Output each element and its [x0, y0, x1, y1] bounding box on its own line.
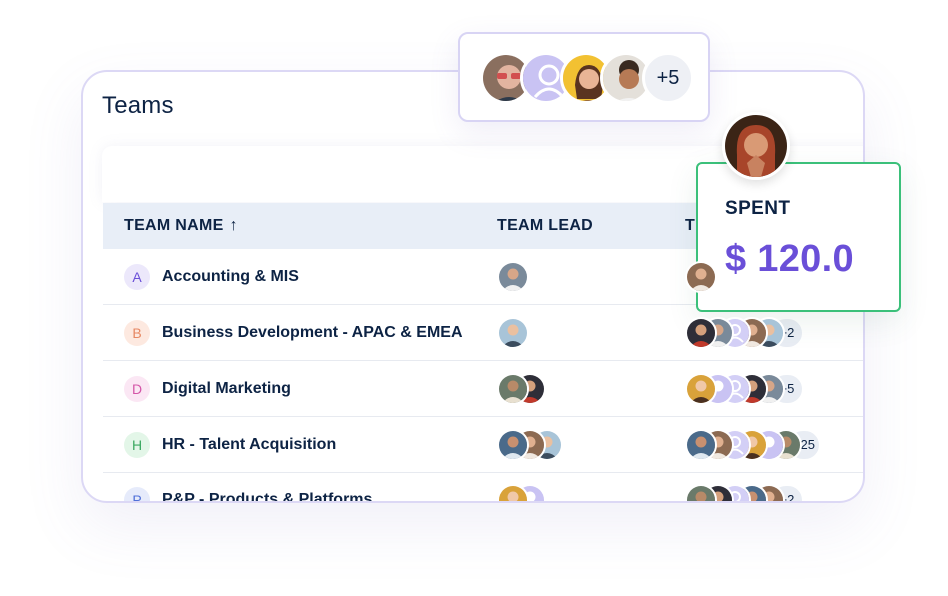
- spender-avatar: [722, 112, 790, 180]
- member-avatar[interactable]: [600, 52, 652, 104]
- members-avatar-popup: +5: [458, 32, 710, 122]
- team-initial-badge: H: [124, 432, 150, 458]
- team-member-avatar[interactable]: [685, 261, 717, 293]
- team-lead-avatar[interactable]: [497, 317, 529, 349]
- team-lead-avatar[interactable]: [497, 429, 529, 461]
- team-lead-avatar[interactable]: [497, 261, 529, 293]
- team-member-avatar[interactable]: [685, 317, 717, 349]
- team-member-avatar[interactable]: [685, 484, 717, 501]
- page-title: Teams: [102, 92, 174, 119]
- spent-value: $ 120.0: [725, 238, 854, 280]
- team-name[interactable]: Accounting & MIS: [162, 268, 299, 285]
- team-name[interactable]: P&P - Products & Platforms: [162, 491, 373, 503]
- spent-label: SPENT: [725, 198, 791, 219]
- team-initial-badge: B: [124, 320, 150, 346]
- team-name[interactable]: HR - Talent Acquisition: [162, 436, 337, 453]
- team-initial-badge: P: [124, 487, 150, 501]
- team-name[interactable]: Digital Marketing: [162, 380, 291, 397]
- team-initial-badge: D: [124, 376, 150, 402]
- column-header-team-name[interactable]: TEAM NAME ↑: [124, 203, 238, 249]
- table-row[interactable]: A Accounting & MIS: [103, 249, 863, 305]
- team-initial-badge: A: [124, 264, 150, 290]
- column-header-team-members[interactable]: T: [685, 217, 696, 234]
- sort-ascending-icon: ↑: [229, 217, 238, 234]
- column-header-team-lead[interactable]: TEAM LEAD: [497, 217, 594, 234]
- table-row[interactable]: H HR - Talent Acquisition +25: [103, 417, 863, 473]
- more-members-count[interactable]: +5: [642, 52, 694, 104]
- table-row[interactable]: D Digital Marketing +5: [103, 361, 863, 417]
- team-member-avatar[interactable]: [685, 429, 717, 461]
- team-lead-avatar[interactable]: [497, 373, 529, 405]
- team-name[interactable]: Business Development - APAC & EMEA: [162, 324, 463, 341]
- table-row[interactable]: P P&P - Products & Platforms +2: [103, 472, 863, 503]
- spent-card: SPENT $ 120.0: [696, 162, 901, 312]
- column-header-team-name-label: TEAM NAME: [124, 217, 224, 234]
- table-row[interactable]: B Business Development - APAC & EMEA +2: [103, 305, 863, 361]
- team-member-avatar[interactable]: [685, 373, 717, 405]
